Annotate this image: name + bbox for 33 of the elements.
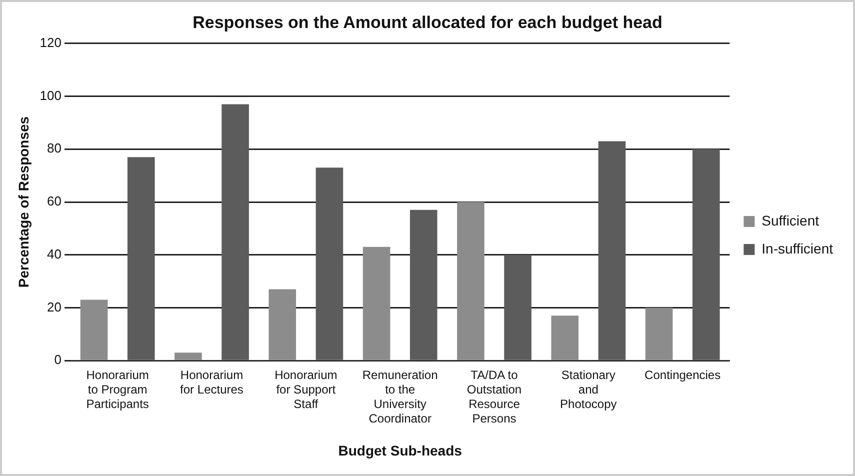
y-tick-label: 120 (40, 34, 62, 50)
x-tick-label: Honorarium for Support Staff (274, 368, 338, 411)
y-tick-label: 0 (54, 352, 62, 368)
x-tick-label: Stationary and Photocopy (560, 368, 617, 411)
legend-label: In-sufficient (762, 240, 834, 256)
bar (316, 168, 344, 360)
bar (80, 300, 108, 360)
bar (222, 104, 249, 360)
x-tick-label: TA/DA to Outstation Resource Persons (466, 368, 522, 426)
bar (457, 202, 484, 360)
legend-label: Sufficient (762, 212, 820, 228)
x-tick-label: Honorarium for Lectures (180, 368, 244, 397)
x-tick-label: Remuneration to the University Coordinator (362, 368, 438, 426)
bar (268, 289, 296, 360)
bar (410, 210, 438, 360)
x-tick-label: Contingencies (644, 368, 721, 382)
bar (127, 157, 155, 360)
bar (362, 246, 390, 360)
bar (645, 308, 673, 360)
y-tick-label: 80 (47, 140, 62, 156)
x-axis-title: Budget Sub-heads (338, 442, 462, 458)
bar (598, 141, 626, 360)
y-tick-label: 20 (47, 299, 62, 314)
bar (692, 149, 720, 360)
y-tick-label: 100 (40, 88, 62, 103)
y-axis-title: Percentage of Responses (15, 116, 32, 288)
y-tick-label: 60 (47, 194, 62, 209)
x-tick-label: Honorarium to Program Participants (86, 368, 149, 411)
bar (551, 316, 579, 360)
bar (174, 352, 202, 360)
bar (504, 254, 532, 360)
y-tick-label: 40 (47, 246, 62, 262)
chart-title: Responses on the Amount allocated for each budget head (192, 12, 662, 32)
